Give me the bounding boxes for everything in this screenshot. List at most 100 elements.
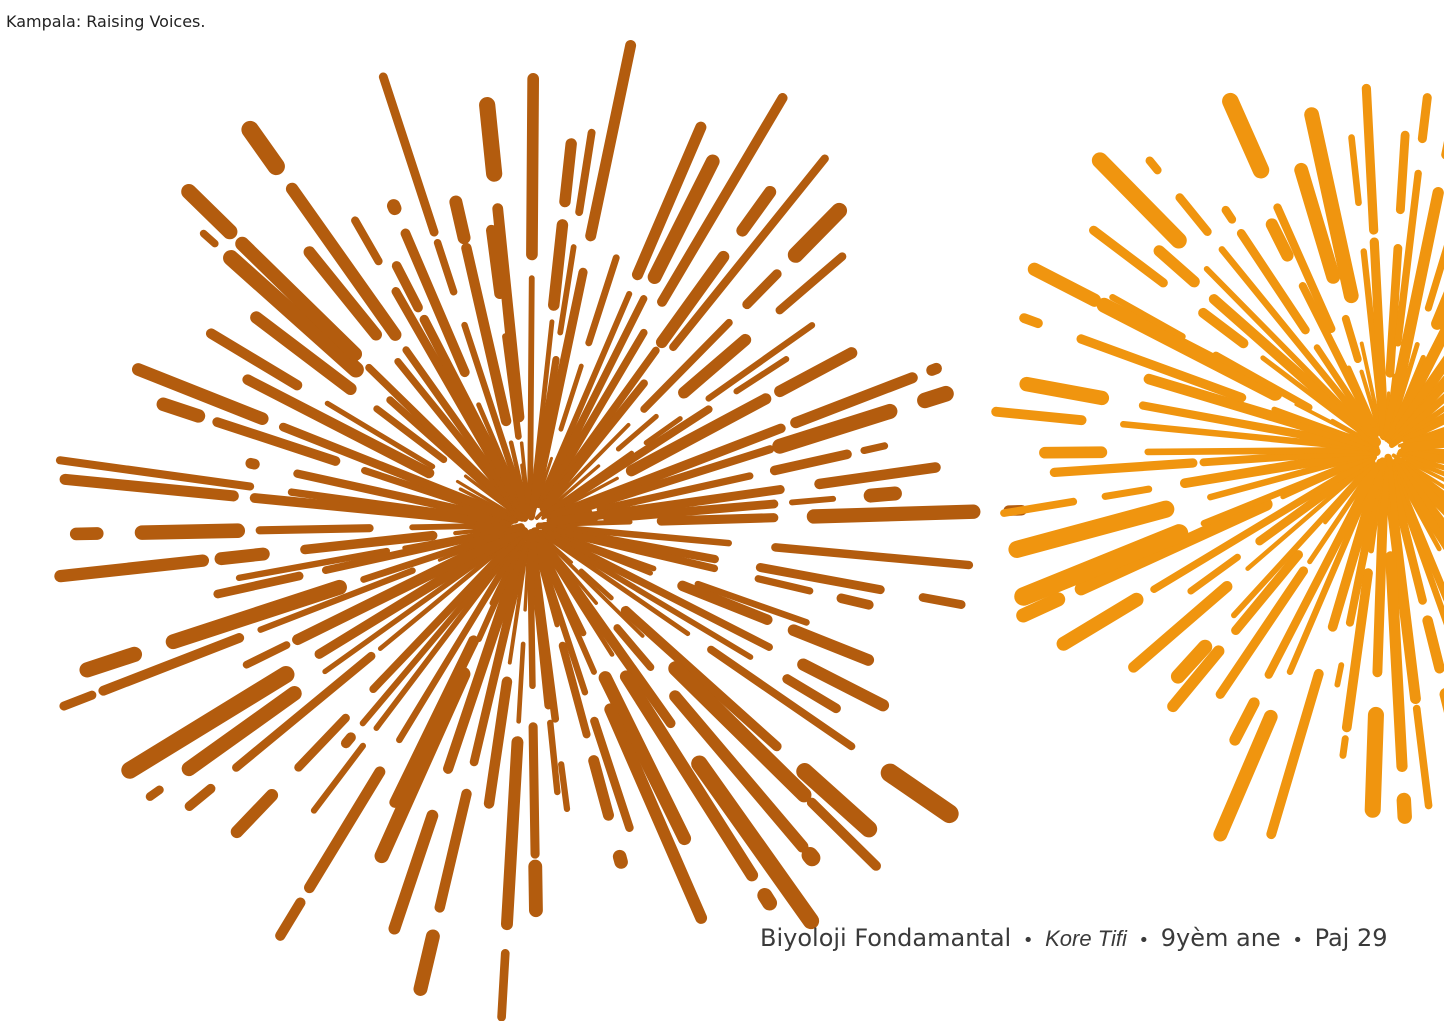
ray	[613, 624, 655, 672]
ray	[508, 440, 530, 515]
ray	[612, 849, 628, 869]
ray	[1394, 469, 1442, 552]
ray	[588, 755, 614, 821]
ray	[369, 527, 529, 694]
burst	[54, 39, 1027, 1021]
ray	[292, 524, 527, 646]
ray	[1096, 297, 1283, 401]
ray	[926, 362, 942, 376]
ray	[598, 671, 692, 846]
ray	[668, 661, 812, 803]
ray	[1170, 639, 1213, 684]
ray	[275, 897, 306, 941]
ray	[400, 228, 470, 378]
ray	[528, 859, 543, 918]
ray	[1213, 709, 1278, 842]
ray	[625, 393, 772, 477]
ray	[790, 372, 918, 429]
separator: •	[1022, 930, 1034, 951]
ray	[184, 783, 216, 812]
page-number: Paj 29	[1314, 924, 1388, 952]
ray	[294, 713, 350, 772]
ray	[1109, 293, 1186, 340]
ray	[755, 563, 885, 595]
ray	[1402, 418, 1444, 444]
ray	[552, 527, 719, 573]
ray	[578, 568, 614, 601]
ray	[1120, 420, 1378, 453]
ray	[461, 321, 525, 502]
ray	[181, 183, 238, 240]
ray	[677, 580, 773, 625]
ray	[590, 716, 634, 832]
ray	[1187, 553, 1241, 595]
ray	[527, 549, 536, 690]
ray	[523, 541, 531, 612]
ray	[377, 537, 515, 651]
ray	[604, 703, 708, 924]
ray	[1266, 668, 1324, 840]
ray	[181, 686, 302, 777]
ray	[1327, 468, 1383, 632]
ray	[1394, 169, 1422, 347]
ray	[516, 641, 526, 724]
ray	[500, 736, 524, 931]
ray	[1076, 334, 1247, 403]
separator: •	[1138, 930, 1150, 951]
ray	[558, 363, 584, 432]
ray	[1359, 369, 1383, 437]
ray	[1231, 550, 1303, 636]
ray	[360, 528, 513, 583]
ray	[1389, 405, 1444, 449]
ray	[1391, 463, 1444, 551]
ray	[558, 641, 591, 739]
ray	[1412, 704, 1433, 810]
ray	[310, 742, 367, 814]
ray	[373, 405, 448, 464]
ray	[557, 244, 577, 336]
ray	[1236, 229, 1310, 335]
ray	[549, 445, 775, 522]
ray	[235, 236, 363, 362]
ray	[541, 544, 615, 657]
ray	[534, 422, 631, 520]
ray	[1016, 592, 1066, 623]
ray	[705, 322, 816, 402]
ray	[1179, 446, 1381, 489]
ray	[434, 788, 472, 913]
ray	[647, 154, 720, 284]
ray	[880, 763, 959, 824]
ray	[483, 676, 513, 809]
ray	[742, 269, 782, 310]
ray	[532, 540, 560, 628]
ray	[1395, 130, 1410, 215]
ray	[402, 346, 520, 509]
ray	[545, 531, 773, 651]
footer: Biyoloji Fondamantal • Kore Tifi • 9yèm …	[760, 924, 1388, 952]
ray	[59, 690, 97, 711]
ray	[492, 203, 525, 423]
ray	[596, 472, 754, 513]
ray	[365, 363, 516, 511]
ray	[787, 624, 875, 666]
ray	[413, 929, 440, 996]
ray	[1027, 262, 1102, 307]
ray	[1153, 245, 1200, 288]
ray	[669, 690, 809, 853]
ray	[374, 666, 471, 864]
ray	[1396, 792, 1412, 824]
ray	[340, 732, 356, 749]
ray	[1385, 321, 1444, 445]
ray	[1364, 706, 1384, 818]
ray	[1222, 92, 1270, 179]
ray	[453, 525, 507, 536]
ray	[245, 457, 260, 470]
ray	[530, 267, 588, 508]
ray	[769, 449, 852, 476]
ray	[479, 97, 503, 182]
ray	[165, 579, 347, 650]
ray	[782, 674, 841, 714]
ray	[548, 219, 569, 311]
ray	[860, 442, 889, 455]
ray	[814, 462, 941, 490]
